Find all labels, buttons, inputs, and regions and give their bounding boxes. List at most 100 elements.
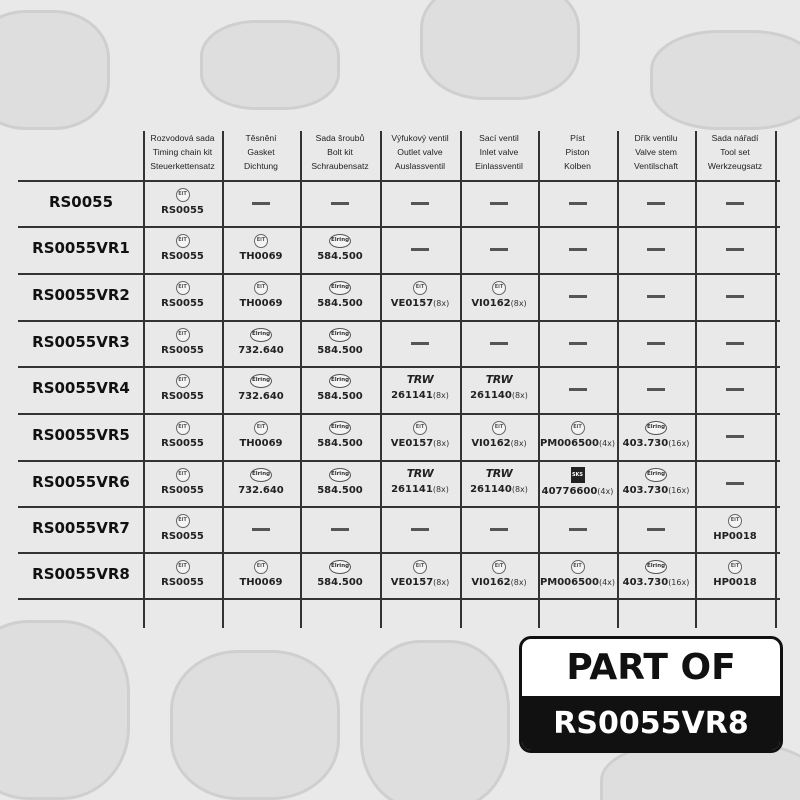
table-cell bbox=[617, 226, 695, 272]
quantity: (8x) bbox=[510, 578, 527, 587]
header-line: Gasket bbox=[247, 147, 275, 157]
row-divider bbox=[18, 226, 780, 228]
part-number: 403.730(16x) bbox=[617, 485, 695, 496]
table-cell bbox=[538, 180, 617, 226]
dash-icon bbox=[568, 202, 587, 205]
table-cell: Elring 732.640 bbox=[222, 320, 300, 366]
dash-icon bbox=[726, 202, 744, 205]
header-line: Timing chain kit bbox=[152, 147, 213, 157]
table-cell bbox=[695, 460, 775, 506]
part-code: TH0069 bbox=[239, 438, 283, 449]
elring-logo-icon: Elring bbox=[645, 421, 667, 435]
part-number: 40776600(4x) bbox=[538, 486, 617, 497]
part-code: TH0069 bbox=[239, 577, 283, 588]
quantity: (16x) bbox=[668, 439, 690, 448]
table-cell: EiT VI0162(8x) bbox=[460, 413, 538, 459]
part-code: 261140 bbox=[470, 390, 512, 401]
row-divider bbox=[18, 460, 780, 462]
part-code: 584.500 bbox=[317, 577, 363, 588]
part-code: VE0157 bbox=[390, 298, 434, 309]
part-code: 261141 bbox=[391, 390, 433, 401]
part-number: 584.500 bbox=[300, 251, 380, 262]
table-cell: Elring 584.500 bbox=[300, 552, 380, 598]
table-cell: EiT RS0055 bbox=[143, 552, 222, 598]
table-cell bbox=[695, 413, 775, 459]
dash-icon bbox=[490, 528, 508, 531]
dash-icon bbox=[252, 202, 270, 205]
table-cell bbox=[538, 226, 617, 272]
kit-label: RS0055VR5 bbox=[32, 426, 130, 444]
part-number: 403.730(16x) bbox=[617, 577, 695, 588]
table-cell bbox=[222, 180, 300, 226]
header-line: Schraubensatz bbox=[311, 161, 369, 171]
part-number: RS0055 bbox=[143, 251, 222, 262]
table-cell: TRW 261141(8x) bbox=[380, 366, 460, 412]
part-number: TH0069 bbox=[222, 298, 300, 309]
table-cell bbox=[617, 366, 695, 412]
dash-icon bbox=[411, 248, 429, 251]
part-code: 261141 bbox=[391, 484, 433, 495]
part-number: 584.500 bbox=[300, 485, 380, 496]
part-code: RS0055 bbox=[161, 345, 204, 356]
header-line: Sada šroubů bbox=[315, 133, 365, 143]
eit-logo-icon: EiT bbox=[728, 514, 742, 528]
part-number: RS0055 bbox=[143, 298, 222, 309]
part-code: RS0055 bbox=[161, 438, 204, 449]
header-line: Výfukový ventil bbox=[391, 133, 449, 143]
part-number: RS0055 bbox=[143, 205, 222, 216]
header-line: Rozvodová sada bbox=[150, 133, 215, 143]
elring-logo-icon: Elring bbox=[329, 328, 351, 342]
part-number: 261141(8x) bbox=[380, 390, 460, 401]
part-code: RS0055 bbox=[161, 298, 204, 309]
table-cell bbox=[617, 180, 695, 226]
part-number: 403.730(16x) bbox=[617, 438, 695, 449]
row-divider bbox=[18, 598, 780, 600]
part-code: 584.500 bbox=[317, 251, 363, 262]
elring-logo-icon: Elring bbox=[250, 328, 272, 342]
part-number: VE0157(8x) bbox=[380, 438, 460, 449]
eit-logo-icon: EiT bbox=[175, 234, 190, 248]
table-cell: TRW 261141(8x) bbox=[380, 460, 460, 506]
dash-icon bbox=[568, 388, 587, 391]
table-cell: EiT VE0157(8x) bbox=[380, 273, 460, 319]
eit-logo-icon: EiT bbox=[254, 281, 268, 295]
dash-icon bbox=[331, 528, 349, 531]
eit-logo-icon: EiT bbox=[175, 188, 190, 202]
kit-label: RS0055VR4 bbox=[32, 379, 130, 397]
table-cell bbox=[460, 320, 538, 366]
table-cell bbox=[300, 506, 380, 552]
table-cell: Elring 403.730(16x) bbox=[617, 552, 695, 598]
header-line: Inlet valve bbox=[479, 147, 519, 157]
table-cell: EiT PM006500(4x) bbox=[538, 413, 617, 459]
part-number: VE0157(8x) bbox=[380, 577, 460, 588]
header-line: Ventilschaft bbox=[634, 161, 678, 171]
part-code: HP0018 bbox=[713, 531, 757, 542]
table-cell bbox=[460, 180, 538, 226]
kit-label: RS0055VR6 bbox=[32, 473, 130, 491]
column-divider bbox=[460, 131, 462, 628]
table-cell: EiT RS0055 bbox=[143, 460, 222, 506]
dash-icon bbox=[726, 388, 744, 391]
table-cell bbox=[695, 320, 775, 366]
table-cell: EiT RS0055 bbox=[143, 366, 222, 412]
table-cell bbox=[380, 180, 460, 226]
table-cell: EiT RS0055 bbox=[143, 273, 222, 319]
column-divider bbox=[538, 131, 540, 628]
dash-icon bbox=[568, 295, 587, 298]
part-code: 403.730 bbox=[622, 438, 669, 449]
eit-logo-icon: EiT bbox=[492, 281, 506, 295]
part-number: 584.500 bbox=[300, 391, 380, 402]
part-code: RS0055 bbox=[161, 485, 204, 496]
table-cell: EiT HP0018 bbox=[695, 506, 775, 552]
kit-label: RS0055VR7 bbox=[32, 519, 130, 537]
elring-logo-icon: Elring bbox=[329, 374, 351, 388]
table-cell: Elring 403.730(16x) bbox=[617, 413, 695, 459]
table-cell: EiT TH0069 bbox=[222, 413, 300, 459]
table-cell: Elring 584.500 bbox=[300, 460, 380, 506]
row-divider bbox=[18, 506, 780, 508]
part-number: VI0162(8x) bbox=[460, 438, 538, 449]
dash-icon bbox=[490, 342, 508, 345]
part-number: 261141(8x) bbox=[380, 484, 460, 495]
part-code: 403.730 bbox=[622, 577, 669, 588]
